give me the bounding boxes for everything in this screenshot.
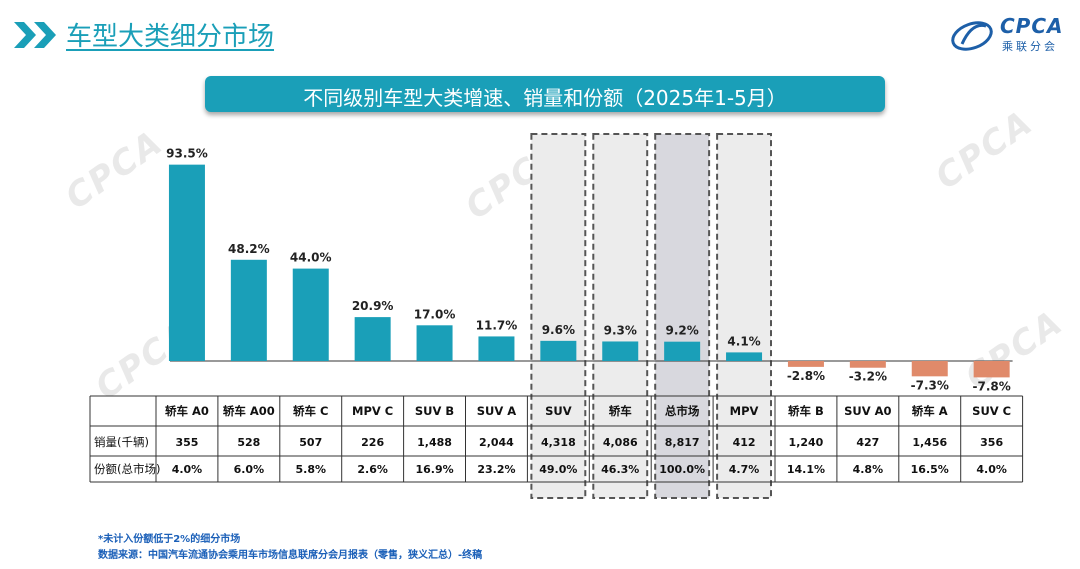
bar-7 [602, 341, 639, 361]
data-label: -7.8% [973, 379, 1011, 393]
category-label: 轿车 A0 [165, 404, 209, 418]
row-label: 份额(总市场) [94, 462, 160, 476]
table-cell: 1,240 [789, 436, 824, 449]
data-label: 17.0% [414, 307, 456, 321]
data-label: 20.9% [352, 299, 394, 313]
table-cell: 46.3% [601, 463, 639, 476]
chart-title-banner: 不同级别车型大类增速、销量和份额（2025年1-5月） [205, 76, 885, 112]
bar-9 [726, 352, 763, 361]
bar-2 [292, 268, 329, 361]
table-cell: 14.1% [787, 463, 825, 476]
table-cell: 100.0% [659, 463, 705, 476]
table-cell: 49.0% [539, 463, 577, 476]
data-label: -3.2% [849, 370, 887, 384]
table-cell: 4.7% [729, 463, 760, 476]
category-label: 轿车 A00 [223, 404, 275, 418]
table-cell: 412 [733, 436, 756, 449]
cpca-logo-icon [951, 21, 993, 51]
logo-text: CPCA [1000, 14, 1064, 38]
table-cell: 4,086 [603, 436, 638, 449]
bar-10 [787, 361, 824, 367]
bar-3 [354, 317, 391, 361]
category-label: MPV C [352, 404, 393, 418]
table-cell: 8,817 [665, 436, 700, 449]
table-cell: 226 [361, 436, 384, 449]
bar-1 [230, 259, 267, 361]
table-cell: 4,318 [541, 436, 576, 449]
table-cell: 427 [856, 436, 879, 449]
category-label: MPV [730, 404, 759, 418]
row-label: 销量(千辆) [94, 435, 149, 449]
table-cell: 1,488 [417, 436, 452, 449]
table-cell: 528 [237, 436, 260, 449]
data-label: 9.3% [604, 323, 637, 337]
table-cell: 23.2% [477, 463, 515, 476]
bar-8 [664, 341, 701, 361]
category-label: 轿车 B [788, 404, 824, 418]
highlight-box [530, 133, 587, 499]
table-cell: 16.9% [415, 463, 453, 476]
table-cell: 356 [980, 436, 1003, 449]
table-cell: 5.8% [295, 463, 326, 476]
data-label: 9.6% [542, 323, 575, 337]
table-cell: 6.0% [234, 463, 265, 476]
bar-12 [911, 361, 948, 377]
bar-4 [416, 325, 453, 361]
data-label: 11.7% [476, 318, 518, 332]
bar-0 [168, 164, 205, 361]
table-cell: 16.5% [911, 463, 949, 476]
table-cell: 1,456 [912, 436, 947, 449]
data-label: 48.2% [228, 242, 270, 256]
bar-11 [849, 361, 886, 368]
category-label: SUV A [477, 404, 517, 418]
highlight-box [654, 133, 711, 499]
category-label: 轿车 A [912, 404, 948, 418]
table-cell: 355 [175, 436, 198, 449]
category-label: SUV C [972, 404, 1011, 418]
category-label: 总市场 [665, 404, 700, 418]
bar-6 [540, 340, 577, 361]
table-cell: 507 [299, 436, 322, 449]
table-cell: 2,044 [479, 436, 514, 449]
highlight-box [716, 133, 772, 499]
data-label: -7.3% [911, 378, 949, 392]
chevron-icon [14, 22, 56, 48]
table-cell: 4.8% [853, 463, 884, 476]
category-label: 轿车 C [293, 404, 328, 418]
footnote-source: 数据来源：中国汽车流通协会乘用车市场信息联席分会月报表（零售，狭义汇总）-终稿 [98, 550, 483, 561]
table-cell: 4.0% [172, 463, 203, 476]
bar-13 [973, 361, 1010, 378]
data-label: 44.0% [290, 251, 332, 265]
data-label: 93.5% [166, 147, 208, 161]
highlight-box [592, 133, 649, 499]
category-label: SUV A0 [844, 404, 891, 418]
category-label: SUV [545, 404, 572, 418]
data-label: -2.8% [787, 369, 825, 383]
table-cell: 2.6% [357, 463, 388, 476]
chart-title: 不同级别车型大类增速、销量和份额（2025年1-5月） [303, 86, 787, 110]
data-label: 9.2% [666, 324, 699, 338]
data-label: 4.1% [727, 334, 760, 348]
page-title: 车型大类细分市场 [66, 22, 275, 52]
table-cell: 4.0% [976, 463, 1007, 476]
category-label: SUV B [415, 404, 454, 418]
bar-5 [478, 336, 515, 361]
footnote-exclusion: *未计入份额低于2%的细分市场 [98, 534, 241, 545]
logo-subtitle: 乘联分会 [1002, 40, 1058, 53]
category-label: 轿车 [609, 404, 632, 418]
